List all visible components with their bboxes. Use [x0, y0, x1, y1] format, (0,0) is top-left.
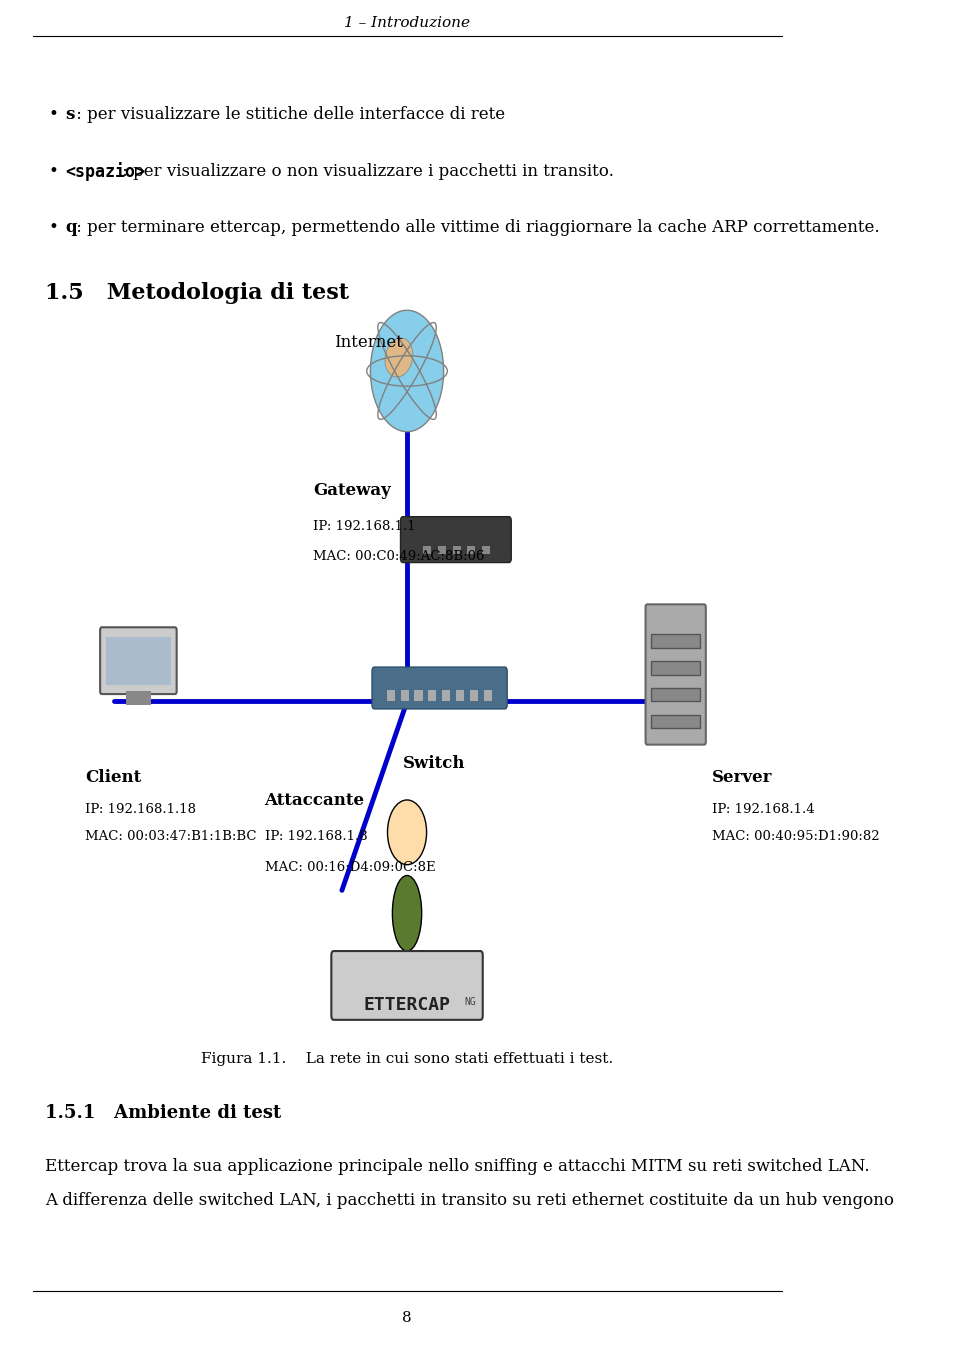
Text: ETTERCAP: ETTERCAP [364, 996, 450, 1014]
Text: Gateway: Gateway [313, 482, 391, 499]
Bar [106, 637, 171, 685]
Text: Ettercap trova la sua applicazione principale nello sniffing e attacchi MITM su : Ettercap trova la sua applicazione princ… [45, 1159, 870, 1175]
Text: 8: 8 [402, 1311, 412, 1325]
Text: IP: 192.168.1.1: IP: 192.168.1.1 [313, 519, 416, 533]
Ellipse shape [385, 339, 413, 376]
Text: IP: 192.168.1.18: IP: 192.168.1.18 [85, 803, 197, 816]
Bar [415, 691, 422, 701]
Bar [468, 546, 475, 554]
Circle shape [388, 800, 426, 865]
Bar [651, 661, 700, 674]
Bar [469, 691, 478, 701]
Text: : per visualizzare o non visualizzare i pacchetti in transito.: : per visualizzare o non visualizzare i … [117, 163, 614, 179]
Bar [428, 691, 437, 701]
Bar [423, 546, 431, 554]
Text: Switch: Switch [403, 755, 466, 773]
Text: 1.5.1   Ambiente di test: 1.5.1 Ambiente di test [45, 1103, 281, 1122]
Bar [442, 691, 450, 701]
Bar [482, 546, 490, 554]
FancyBboxPatch shape [645, 604, 706, 745]
Text: NG: NG [464, 997, 476, 1008]
Text: s: s [65, 107, 75, 123]
Text: Client: Client [85, 769, 142, 786]
FancyBboxPatch shape [372, 668, 507, 710]
Text: 1 – Introduzione: 1 – Introduzione [344, 16, 470, 30]
FancyBboxPatch shape [331, 951, 483, 1020]
Text: •: • [49, 163, 59, 179]
Bar [387, 691, 395, 701]
Bar [452, 546, 461, 554]
FancyBboxPatch shape [400, 517, 512, 563]
Text: q: q [65, 220, 77, 236]
FancyBboxPatch shape [100, 627, 177, 695]
Bar [651, 715, 700, 728]
Ellipse shape [393, 876, 421, 951]
Bar [484, 691, 492, 701]
Bar [651, 688, 700, 701]
Bar [651, 634, 700, 648]
Text: A differenza delle switched LAN, i pacchetti in transito su reti ethernet costit: A differenza delle switched LAN, i pacch… [45, 1193, 894, 1209]
Text: MAC: 00:16:D4:09:0C:8E: MAC: 00:16:D4:09:0C:8E [265, 861, 435, 874]
Text: 1.5   Metodologia di test: 1.5 Metodologia di test [45, 282, 348, 304]
Text: •: • [49, 107, 59, 123]
Text: MAC: 00:03:47:B1:1B:BC: MAC: 00:03:47:B1:1B:BC [85, 830, 257, 843]
Bar [438, 546, 446, 554]
Bar [400, 691, 409, 701]
Text: Attaccante: Attaccante [265, 792, 365, 809]
Text: MAC: 00:40:95:D1:90:82: MAC: 00:40:95:D1:90:82 [712, 830, 880, 843]
Circle shape [371, 310, 444, 432]
Text: MAC: 00:C0:49:AC:8B:06: MAC: 00:C0:49:AC:8B:06 [313, 549, 485, 563]
Text: Server: Server [712, 769, 773, 786]
Text: : per visualizzare le stitiche delle interfacce di rete: : per visualizzare le stitiche delle int… [71, 107, 505, 123]
Bar [126, 692, 151, 706]
Text: IP: 192.168.1.8: IP: 192.168.1.8 [265, 830, 368, 843]
Text: Internet: Internet [334, 333, 402, 351]
Text: IP: 192.168.1.4: IP: 192.168.1.4 [712, 803, 815, 816]
Text: <spazio>: <spazio> [65, 162, 145, 181]
Text: : per terminare ettercap, permettendo alle vittime di riaggiornare la cache ARP : : per terminare ettercap, permettendo al… [71, 220, 879, 236]
Text: •: • [49, 220, 59, 236]
Text: Figura 1.1.    La rete in cui sono stati effettuati i test.: Figura 1.1. La rete in cui sono stati ef… [201, 1052, 613, 1066]
Bar [456, 691, 464, 701]
